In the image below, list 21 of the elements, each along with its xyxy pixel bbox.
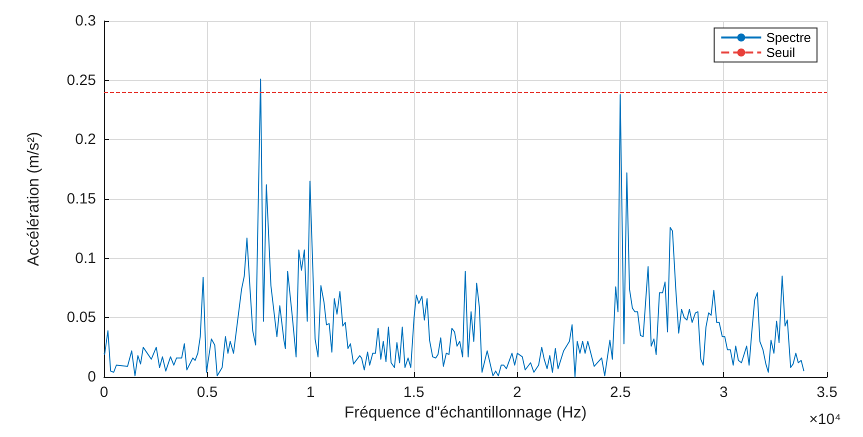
x-tick-label: 3.5 — [816, 384, 838, 401]
y-tick-label: 0.3 — [75, 12, 96, 30]
y-axis-title: Accélération (m/s²) — [26, 132, 42, 266]
x-tick-label: 0.5 — [196, 384, 218, 401]
x-tick-label: 2 — [512, 384, 522, 401]
y-tick-label: 0.25 — [66, 72, 96, 89]
y-tick-label: 0.05 — [66, 309, 96, 326]
x-tick-label: 1.5 — [403, 384, 424, 401]
x-tick-label: 2.5 — [610, 384, 631, 401]
y-tick-label: 0.2 — [75, 131, 96, 148]
legend-label: Spectre — [766, 30, 812, 45]
text: ×10⁴ — [809, 411, 841, 428]
x-tick-label: 1 — [306, 384, 315, 401]
legend-label: Seuil — [766, 45, 796, 60]
x-axis-title: Fréquence d"échantillonnage (Hz) — [344, 404, 587, 422]
y-tick-label: 0 — [88, 368, 96, 386]
x-tick-label: 3 — [720, 384, 728, 401]
line-series — [104, 78, 804, 378]
y-tick-label: 0.1 — [75, 250, 96, 267]
x-tick-label: 0 — [100, 384, 108, 401]
y-tick-label: 0.15 — [66, 190, 96, 208]
